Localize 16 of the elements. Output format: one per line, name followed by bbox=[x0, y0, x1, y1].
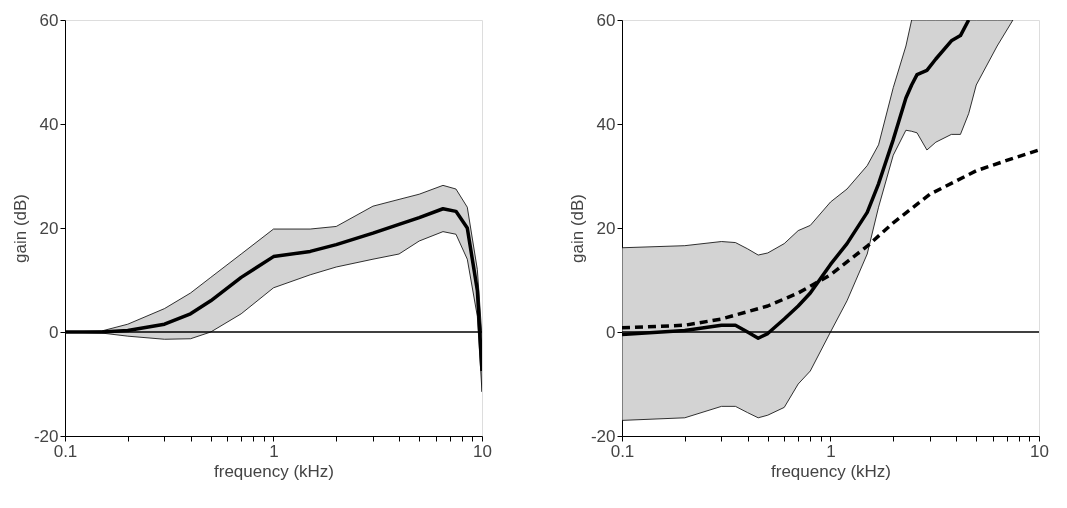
y-tick-label: 40 bbox=[596, 114, 616, 134]
x-tick-label: 10 bbox=[1030, 441, 1049, 461]
x-axis-title: frequency (kHz) bbox=[771, 461, 891, 481]
y-tick-label: 20 bbox=[596, 218, 616, 238]
y-tick-label: 40 bbox=[39, 114, 59, 134]
y-tick-label: 0 bbox=[49, 322, 59, 342]
x-tick-label: 1 bbox=[826, 441, 836, 461]
y-tick-label: 0 bbox=[606, 322, 616, 342]
y-axis-title: gain (dB) bbox=[10, 194, 30, 263]
y-tick-label: 20 bbox=[39, 218, 59, 238]
x-tick-label: 1 bbox=[269, 441, 279, 461]
x-tick-label: 10 bbox=[473, 441, 492, 461]
x-axis-title: frequency (kHz) bbox=[214, 461, 334, 481]
y-tick-label: 60 bbox=[39, 10, 59, 30]
y-axis-title: gain (dB) bbox=[567, 194, 587, 263]
y-tick-label: 60 bbox=[596, 10, 616, 30]
